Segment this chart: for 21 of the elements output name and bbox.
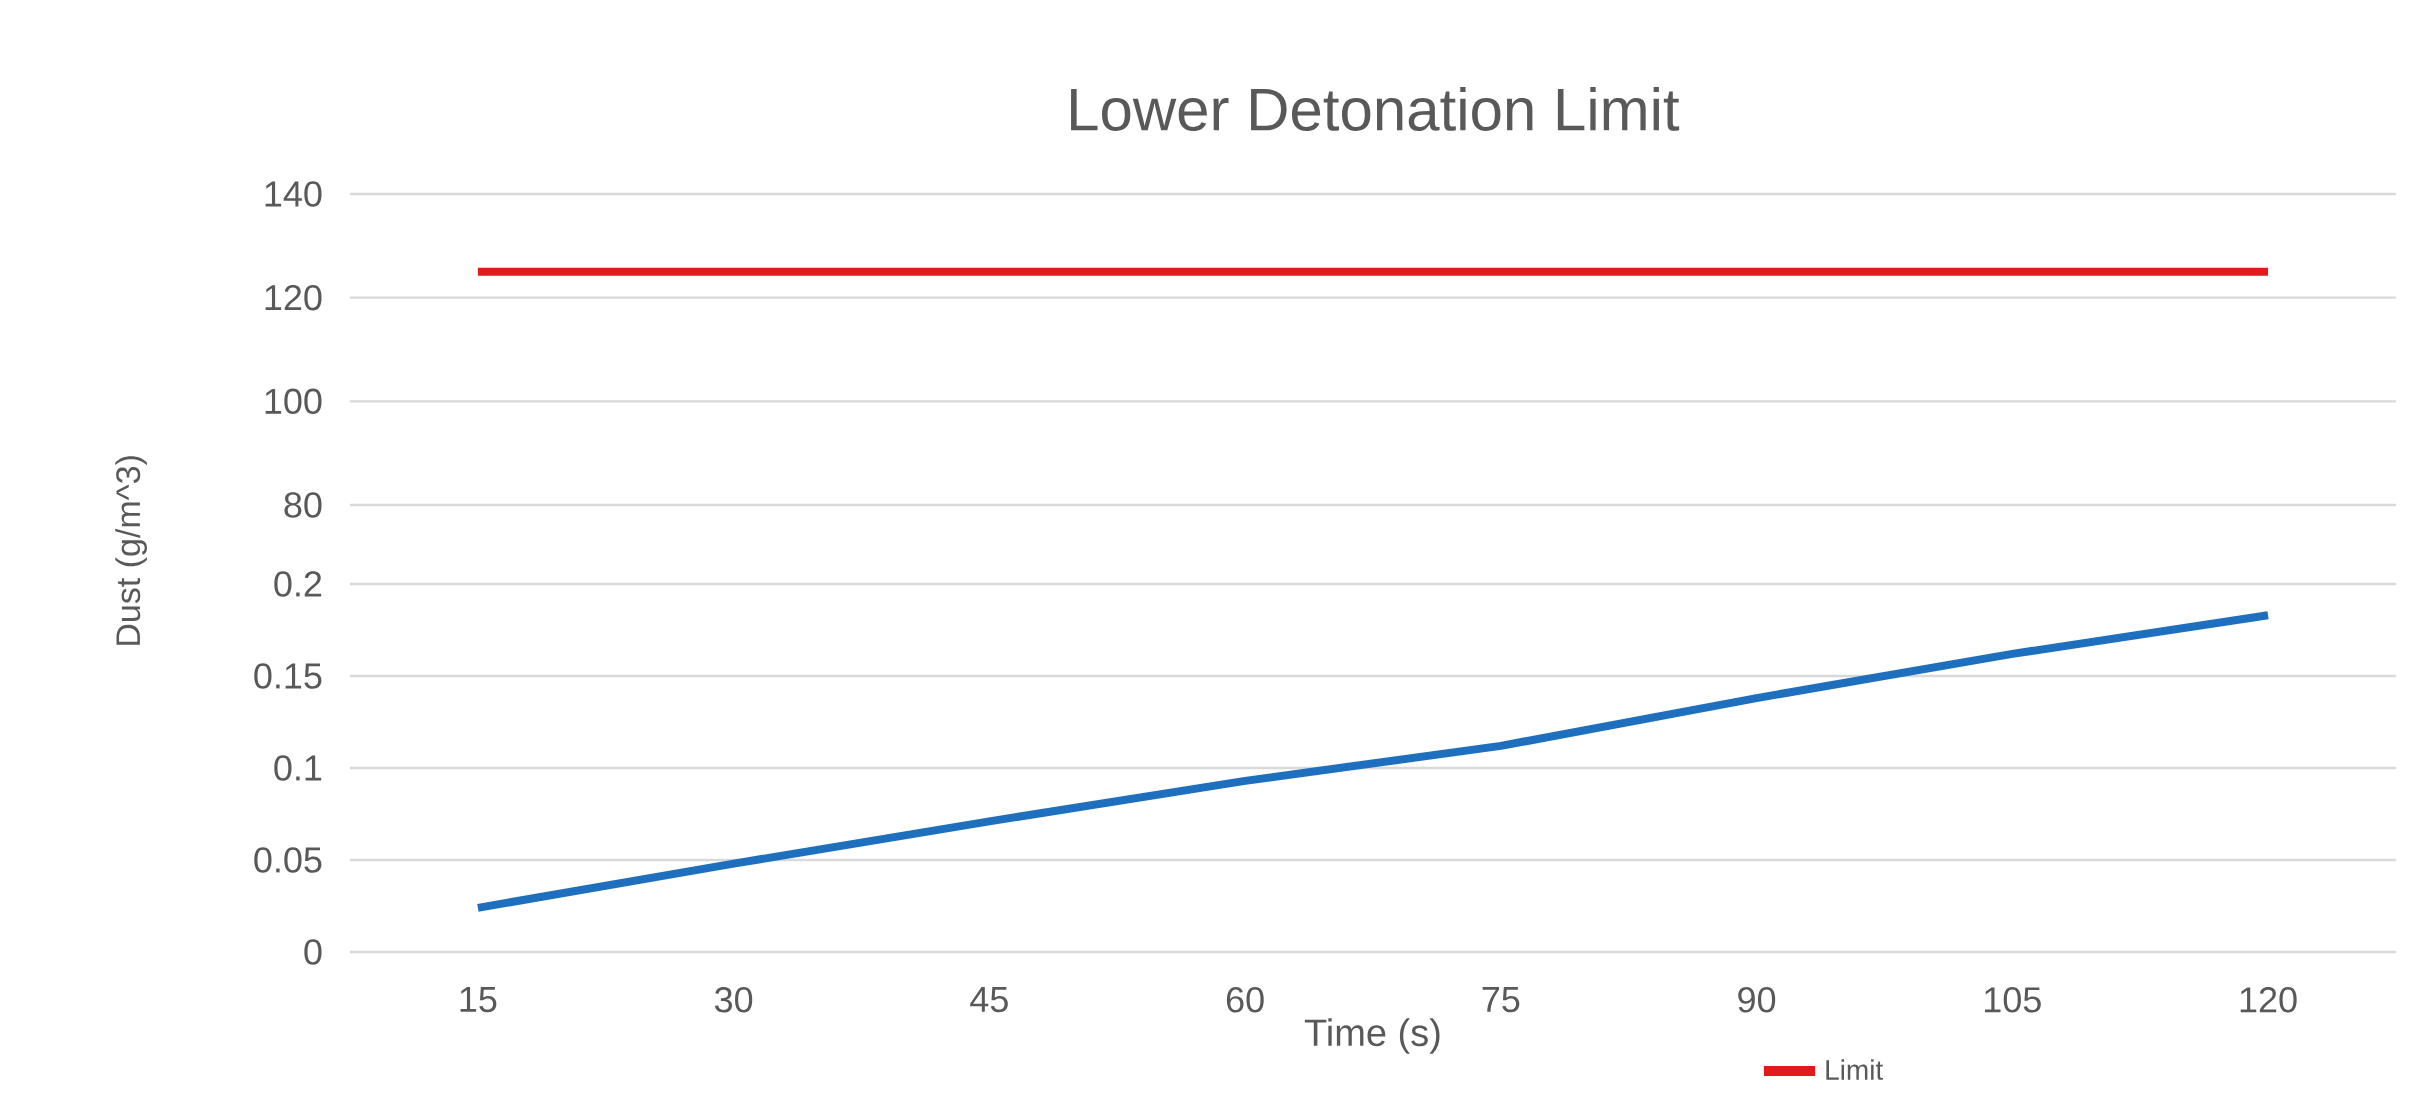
y-tick-label: 0.15 xyxy=(254,663,322,689)
x-tick-label: 90 xyxy=(1738,987,1776,1013)
y-axis-title: Dust (g/m^3) xyxy=(115,456,147,645)
y-tick-label: 140 xyxy=(265,181,322,207)
y-tick-label: 0 xyxy=(304,939,322,965)
y-tick-label: 0.1 xyxy=(274,755,322,781)
y-tick-label: 100 xyxy=(265,388,322,415)
x-tick-label: 75 xyxy=(1482,987,1520,1013)
x-tick-label: 105 xyxy=(1985,987,2041,1013)
x-axis-title: Time (s) xyxy=(1304,1018,1440,1054)
chart-title: Lower Detonation Limit xyxy=(1071,86,1680,131)
x-tick-label: 120 xyxy=(2240,987,2297,1013)
y-tick-label: 0.05 xyxy=(254,847,322,873)
x-tick-label: 30 xyxy=(714,987,753,1013)
legend-label: Limit xyxy=(1826,1059,1884,1080)
y-tick-label: 0.2 xyxy=(274,571,322,597)
x-tick-label: 45 xyxy=(970,987,1008,1013)
y-tick-label: 120 xyxy=(265,284,322,311)
x-tick-label: 60 xyxy=(1226,987,1264,1013)
x-tick-label: 15 xyxy=(460,987,497,1013)
y-tick-label: 80 xyxy=(284,492,322,518)
